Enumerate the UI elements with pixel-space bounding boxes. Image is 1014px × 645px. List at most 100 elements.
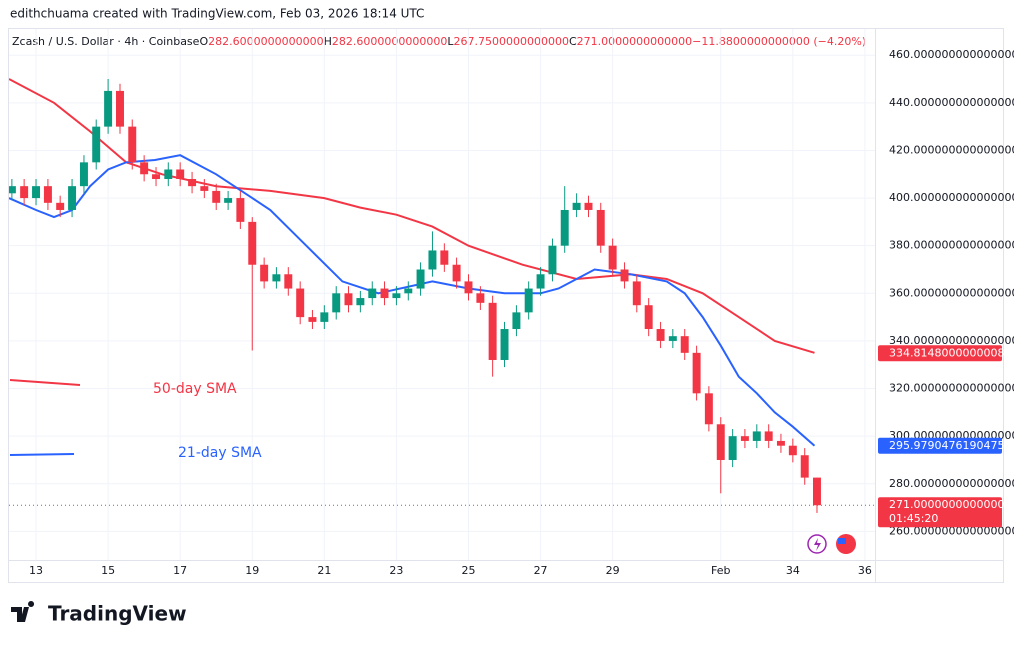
candle-body [392,293,401,299]
candle-body [128,126,137,163]
candle-body [584,202,593,210]
candle-body [152,174,161,180]
candle-body [20,186,29,199]
candle-body [140,162,149,175]
candle-body [92,126,101,163]
x-tick-label: 19 [245,564,259,577]
candle-body [488,302,497,360]
candle-body [740,436,749,441]
candle-body [9,186,16,194]
x-tick-label: 27 [534,564,548,577]
candle-body [704,393,713,425]
price-tag-label: 271.0000000000000 [889,498,1004,511]
x-tick-label: 34 [786,564,800,577]
candle-body [572,202,581,210]
legend-swatch [9,379,81,386]
candle-body [164,169,173,180]
candle-body [536,274,545,289]
ohlc-label: O [199,35,208,48]
icons [807,534,856,554]
ohlc-label: C [569,35,577,48]
y-tick-label: 460.0000000000000000 [889,48,1014,61]
legend-label: 50-day SMA [153,381,237,397]
candle-body [728,436,737,460]
candle-body [764,431,773,441]
plot [9,78,821,513]
x-tick-label: 29 [606,564,620,577]
icon [838,538,846,544]
candle-body [356,298,365,306]
y-tick-label: 360.0000000000000000 [889,286,1014,299]
candle-body [800,455,809,478]
candle-body [308,317,317,322]
candle-body [404,288,413,294]
x-tick-label: Feb [711,564,730,577]
legend-label: 21-day SMA [178,445,262,461]
candle-body [644,305,653,330]
change: −11.8800000000000 (−4.20%) [692,35,866,48]
candle-body [212,190,221,203]
logo-mark [11,601,35,622]
candle-body [200,186,209,191]
x-tick-label: 23 [389,564,403,577]
candle-body [332,293,341,313]
price-tag-label: 334.8148000000008 [889,346,1004,359]
x-tick-label: 15 [101,564,115,577]
candle-body [428,250,437,270]
price-tag [878,497,1002,528]
candle-body [236,198,245,222]
price-tag [878,345,1002,362]
candle-body [284,274,293,289]
y-tick-label: 420.0000000000000000 [889,143,1014,156]
candle-body [812,477,821,506]
candle-body [188,179,197,187]
candle-body [476,293,485,303]
ohlc-value: 271.0000000000000 [577,35,692,48]
x-tick-label: 36 [858,564,872,577]
x-tick-label: 13 [29,564,43,577]
icon [814,538,821,551]
candle-body [104,90,113,127]
candle-body [632,281,641,306]
symbol-legend: Zcash / U.S. Dollar · 4h · CoinbaseO282.… [12,35,866,48]
y-tick-label: 440.0000000000000000 [889,96,1014,109]
candle-body [776,440,785,446]
candle-body [716,424,725,460]
candle-body [656,329,665,341]
candle-body [452,264,461,282]
candle-body [248,221,257,265]
legend-swatch [9,453,75,456]
candle-body [560,209,569,246]
price-tag [878,437,1002,454]
candle-body [368,288,377,299]
x-tick-label: 25 [461,564,475,577]
candle-body [464,281,473,294]
symbol: Zcash / U.S. Dollar · 4h · Coinbase [12,35,200,48]
ohlc-value: 282.6000000000000 [332,35,447,48]
y-tick-label: 320.0000000000000000 [889,382,1014,395]
ohlc-label: H [324,35,332,48]
logo: TradingView [11,601,187,626]
sma-line [9,154,816,447]
candle-body [440,250,449,265]
candle-body [380,288,389,299]
y-tick-label: 380.0000000000000000 [889,239,1014,252]
candle-body [116,90,124,127]
candle-body [56,202,65,210]
y-tick-label: 340.0000000000000000 [889,334,1014,347]
caption: edithchuama created with TradingView.com… [10,7,424,21]
candle-body [608,245,617,270]
countdown: 01:45:20 [889,512,938,525]
candle-body [260,264,269,282]
candle-body [596,209,605,246]
candle-body [548,245,557,275]
candle-body [320,312,329,322]
candle-body [692,352,701,394]
y-tick-label: 260.0000000000000000 [889,524,1014,537]
candle-body [296,288,305,318]
candle-body [43,186,52,203]
ohlc-value: 282.6000000000000 [208,35,323,48]
candle-body [512,312,521,330]
